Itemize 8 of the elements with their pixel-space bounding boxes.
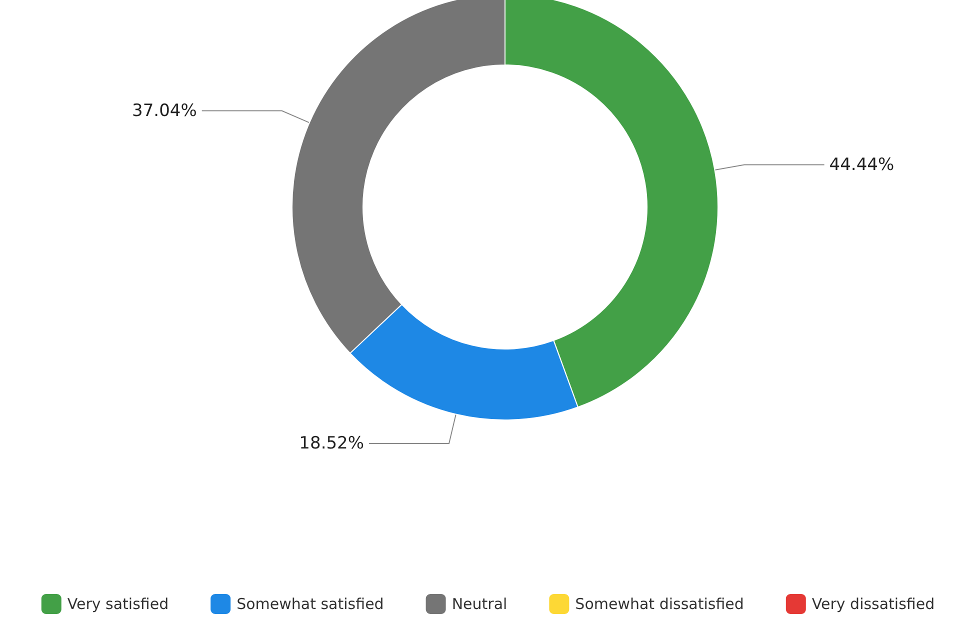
legend-label: Very satisfied [67, 595, 169, 613]
data-label: 18.52% [299, 433, 364, 454]
legend-label: Somewhat dissatisfied [575, 595, 744, 613]
legend-label: Somewhat satisfied [236, 595, 384, 613]
legend-label: Very dissatisfied [812, 595, 935, 613]
data-label: 37.04% [132, 100, 197, 121]
legend-label: Neutral [452, 595, 508, 613]
data-label: 44.44% [829, 154, 894, 175]
